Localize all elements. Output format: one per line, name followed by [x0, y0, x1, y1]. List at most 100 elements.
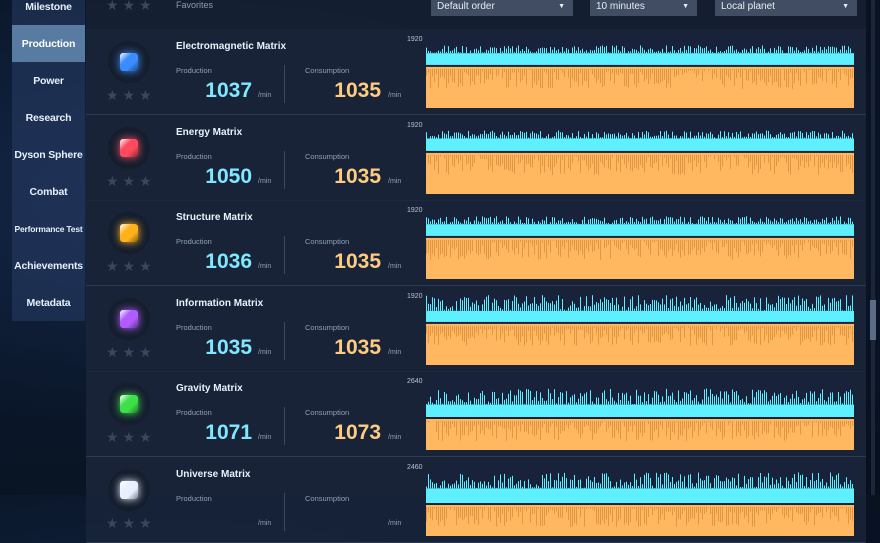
production-label: Production: [176, 323, 212, 332]
star-icon[interactable]: ★: [106, 345, 119, 359]
item-row[interactable]: ★ ★ ★ Information Matrix Production 1035…: [86, 286, 866, 372]
divider: [284, 407, 285, 445]
star-icon[interactable]: ★: [106, 430, 119, 444]
star-icon[interactable]: ★: [139, 0, 152, 12]
consumption-value: 1035: [311, 165, 381, 189]
item-favorite-stars[interactable]: ★ ★ ★: [106, 259, 152, 273]
production-band: [426, 138, 854, 150]
item-icon-frame: [108, 212, 150, 254]
sidebar-item-combat[interactable]: Combat: [12, 173, 85, 210]
item-row[interactable]: ★ ★ ★ Energy Matrix Production 1050 /min…: [86, 115, 866, 201]
production-band: [426, 488, 854, 503]
star-icon[interactable]: ★: [139, 345, 152, 359]
star-icon[interactable]: ★: [139, 259, 152, 273]
sidebar-item-production[interactable]: Production: [12, 25, 85, 62]
consumption-label: Consumption: [305, 323, 349, 332]
star-icon[interactable]: ★: [106, 259, 119, 273]
scrollbar-track[interactable]: [871, 0, 875, 495]
star-icon[interactable]: ★: [139, 174, 152, 188]
time-range-dropdown[interactable]: 10 minutes ▼: [590, 0, 697, 16]
sidebar-item-metadata[interactable]: Metadata: [12, 284, 85, 321]
chart-y-max: 1920: [407, 207, 423, 214]
divider: [284, 236, 285, 274]
star-icon[interactable]: ★: [139, 516, 152, 530]
item-favorite-stars[interactable]: ★ ★ ★: [106, 174, 152, 188]
production-unit: /min: [258, 349, 271, 356]
star-icon[interactable]: ★: [123, 516, 136, 530]
star-icon[interactable]: ★: [106, 516, 119, 530]
production-chart: [426, 207, 854, 279]
consumption-unit: /min: [388, 178, 401, 185]
production-label: Production: [176, 237, 212, 246]
consumption-unit: /min: [388, 349, 401, 356]
divider: [284, 151, 285, 189]
production-unit: /min: [258, 434, 271, 441]
production-unit: /min: [258, 263, 271, 270]
item-favorite-stars[interactable]: ★ ★ ★: [106, 88, 152, 102]
scope-value: Local planet: [721, 1, 775, 12]
chart-y-max: 1920: [407, 293, 423, 300]
scrollbar[interactable]: [866, 0, 880, 495]
star-icon[interactable]: ★: [139, 430, 152, 444]
favorites-filter-stars[interactable]: ★ ★ ★: [106, 0, 152, 12]
star-icon[interactable]: ★: [123, 345, 136, 359]
sidebar-item-performance-test[interactable]: Performance Test: [12, 210, 85, 247]
scope-dropdown[interactable]: Local planet ▼: [715, 0, 857, 16]
item-icon-frame: [108, 469, 150, 511]
sort-dropdown[interactable]: Default order ▼: [431, 0, 573, 16]
production-band: [426, 310, 854, 321]
item-name: Universe Matrix: [176, 469, 250, 480]
chart-y-max: 1920: [407, 122, 423, 129]
white-cube-icon: [120, 481, 138, 499]
star-icon[interactable]: ★: [123, 430, 136, 444]
divider: [284, 493, 285, 531]
item-favorite-stars[interactable]: ★ ★ ★: [106, 516, 152, 530]
consumption-label: Consumption: [305, 66, 349, 75]
time-range-value: 10 minutes: [596, 1, 645, 12]
production-value: 1036: [182, 250, 252, 274]
toolbar: ★ ★ ★ Favorites Default order ▼ 10 minut…: [86, 0, 866, 28]
star-icon[interactable]: ★: [139, 88, 152, 102]
item-favorite-stars[interactable]: ★ ★ ★: [106, 345, 152, 359]
green-cube-icon: [120, 395, 138, 413]
scrollbar-thumb[interactable]: [870, 300, 876, 340]
star-icon[interactable]: ★: [123, 174, 136, 188]
consumption-unit: /min: [388, 520, 401, 527]
star-icon[interactable]: ★: [123, 88, 136, 102]
item-row[interactable]: ★ ★ ★ Universe Matrix Production /min Co…: [86, 457, 866, 543]
star-icon[interactable]: ★: [106, 174, 119, 188]
production-chart: [426, 36, 854, 108]
chart-y-max: 1920: [407, 36, 423, 43]
production-band: [426, 53, 854, 65]
chevron-down-icon: ▼: [558, 3, 565, 10]
yellow-cube-icon: [120, 224, 138, 242]
production-chart: [426, 464, 854, 536]
item-row[interactable]: ★ ★ ★ Electromagnetic Matrix Production …: [86, 29, 866, 115]
sidebar-item-dyson-sphere[interactable]: Dyson Sphere: [12, 136, 85, 173]
star-icon[interactable]: ★: [123, 259, 136, 273]
item-favorite-stars[interactable]: ★ ★ ★: [106, 430, 152, 444]
consumption-value: 1035: [311, 336, 381, 360]
item-row[interactable]: ★ ★ ★ Gravity Matrix Production 1071 /mi…: [86, 371, 866, 457]
item-icon-frame: [108, 383, 150, 425]
star-icon[interactable]: ★: [106, 0, 119, 12]
sidebar-item-research[interactable]: Research: [12, 99, 85, 136]
item-icon-frame: [108, 41, 150, 83]
star-icon[interactable]: ★: [123, 0, 136, 12]
star-icon[interactable]: ★: [106, 88, 119, 102]
item-row[interactable]: ★ ★ ★ Structure Matrix Production 1036 /…: [86, 200, 866, 286]
production-band: [426, 224, 854, 236]
sidebar-item-milestone[interactable]: Milestone: [12, 0, 85, 25]
consumption-label: Consumption: [305, 152, 349, 161]
production-unit: /min: [258, 520, 271, 527]
production-value: 1071: [182, 421, 252, 445]
chart-y-max: 2640: [407, 378, 423, 385]
production-value: 1037: [182, 79, 252, 103]
sidebar-item-achievements[interactable]: Achievements: [12, 247, 85, 284]
production-label: Production: [176, 408, 212, 417]
production-label: Production: [176, 152, 212, 161]
sidebar-item-power[interactable]: Power: [12, 62, 85, 99]
item-name: Energy Matrix: [176, 127, 242, 138]
production-chart: [426, 378, 854, 450]
consumption-label: Consumption: [305, 408, 349, 417]
